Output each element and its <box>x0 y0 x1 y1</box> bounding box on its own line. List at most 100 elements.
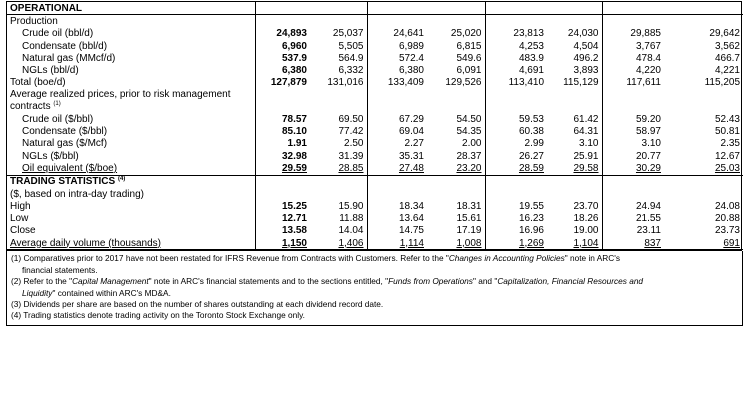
value-cell: 19.55 <box>518 200 544 212</box>
value-cell: 19.00 <box>547 224 603 238</box>
table-row: Natural gas ($/Mcf) 1.91 2.50 2.27 2.00 2.99 3… <box>7 137 743 150</box>
footnote-2: (2) Refer to the "Capital Management" no… <box>11 276 644 287</box>
table-row: Average realized prices, prior to risk m… <box>7 89 743 114</box>
row-label: High <box>7 200 256 213</box>
value-cell: 131,016 <box>310 76 368 90</box>
production-heading: Production <box>7 14 256 28</box>
value-cell: 24,030 <box>547 27 603 40</box>
value-cell <box>310 174 368 188</box>
value-cell: 1,150 <box>255 237 310 251</box>
value-cell <box>664 174 743 188</box>
value-cell: 113,410 <box>508 77 544 89</box>
value-cell: 25.91 <box>547 149 603 163</box>
value-cell: 6,332 <box>310 64 368 77</box>
value-cell <box>255 188 310 200</box>
row-label: Natural gas (MMcf/d) <box>7 52 256 65</box>
value-cell: 23.11 <box>636 225 661 237</box>
value-cell <box>602 89 664 113</box>
value-cell <box>427 187 486 201</box>
value-cell: 478.4 <box>635 52 661 64</box>
production-subheading-row: Production <box>7 14 743 28</box>
value-cell: 537.9 <box>281 52 307 64</box>
value-cell: 14.75 <box>398 225 424 237</box>
value-cell: 1,269 <box>485 237 547 251</box>
row-label: NGLs (bbl/d) <box>7 64 256 77</box>
value-cell: 3,767 <box>635 40 661 52</box>
value-cell: 30.29 <box>635 162 661 174</box>
value-cell: 54.35 <box>427 125 486 138</box>
value-cell <box>255 89 310 113</box>
footnotes: (1) Comparatives prior to 2017 have not … <box>6 251 743 326</box>
row-label: NGLs ($/bbl) <box>7 149 256 163</box>
value-cell: 6,380 <box>398 65 424 77</box>
value-cell <box>485 174 547 188</box>
value-cell: 6,380 <box>281 65 307 77</box>
value-cell: 29,642 <box>709 28 740 40</box>
value-cell: 29.58 <box>547 162 603 176</box>
value-cell: 496.2 <box>547 52 603 65</box>
value-cell: 32.98 <box>281 150 307 162</box>
value-cell: 11.88 <box>310 212 368 225</box>
value-cell: 1.91 <box>287 138 307 150</box>
table-body: OPERATIONAL Production Crude oil (bbl/d)… <box>7 2 743 251</box>
footnote-1-continued: financial statements. <box>22 264 98 275</box>
footnote-3: (3) Dividends per share are based on the… <box>11 298 384 309</box>
value-cell: 3.10 <box>547 137 603 150</box>
table-row: Condensate (bbl/d) 6,960 5,505 6,989 6,815 4,… <box>7 39 743 53</box>
value-cell: 78.57 <box>281 113 307 125</box>
value-cell: 837 <box>602 237 664 251</box>
value-cell: 2.50 <box>310 137 368 150</box>
value-cell: 13.64 <box>398 213 424 225</box>
value-cell: 12.67 <box>714 150 740 162</box>
value-cell: 115,205 <box>704 77 740 89</box>
value-cell: 77.42 <box>310 125 368 138</box>
value-cell: 18.34 <box>398 200 424 212</box>
value-cell: 564.9 <box>310 52 368 65</box>
table-row: Crude oil ($/bbl) 78.57 69.50 67.29 54.50 59.… <box>7 113 743 126</box>
value-cell: 4,691 <box>518 65 544 77</box>
value-cell <box>664 89 743 113</box>
value-cell <box>602 174 664 188</box>
value-cell: 64.31 <box>547 125 603 138</box>
value-cell: 12.71 <box>281 213 307 225</box>
data-table-frame: OPERATIONAL Production Crude oil (bbl/d)… <box>6 1 743 252</box>
row-label: Low <box>7 212 256 225</box>
value-cell: 2.00 <box>427 137 486 150</box>
value-cell: 31.39 <box>310 149 368 163</box>
row-label: Condensate ($/bbl) <box>7 125 256 138</box>
value-cell <box>602 188 664 200</box>
value-cell: 60.38 <box>518 126 544 138</box>
value-cell: 6,989 <box>398 40 424 52</box>
table-row: Condensate ($/bbl) 85.10 77.42 69.04 54.35 60… <box>7 125 743 138</box>
value-cell <box>310 89 368 114</box>
value-cell: 35.31 <box>398 150 424 162</box>
value-cell: 21.55 <box>635 213 661 225</box>
operational-heading: OPERATIONAL <box>7 2 256 16</box>
value-cell: 24.08 <box>714 200 740 212</box>
value-cell: 29.59 <box>281 162 307 174</box>
value-cell: 117,611 <box>626 77 661 89</box>
value-cell: 61.42 <box>547 113 603 126</box>
value-cell: 13.58 <box>281 225 307 237</box>
table-row: Natural gas (MMcf/d) 537.9 564.9 572.4 549.6… <box>7 52 743 65</box>
financial-table-sheet: OPERATIONAL Production Crude oil (bbl/d)… <box>6 1 743 326</box>
row-label: Average realized prices, prior to risk m… <box>7 89 256 114</box>
value-cell: 28.37 <box>427 149 486 163</box>
value-cell: 16.96 <box>518 225 544 237</box>
row-label: Oil equivalent ($/boe) <box>7 162 256 176</box>
row-label: ($, based on intra-day trading) <box>7 187 256 201</box>
value-cell: 69.04 <box>398 126 424 138</box>
value-cell: 24,641 <box>393 28 424 40</box>
value-cell: 29,885 <box>630 28 661 40</box>
table-row: NGLs ($/bbl) 32.98 31.39 35.31 28.37 26.27 25.… <box>7 149 743 163</box>
value-cell: 127,879 <box>270 77 307 89</box>
value-cell: 1,008 <box>427 237 486 251</box>
value-cell <box>427 174 486 188</box>
value-cell: 549.6 <box>427 52 486 65</box>
value-cell: 572.4 <box>398 52 424 64</box>
value-cell: 25,020 <box>427 27 486 40</box>
value-cell: 24.94 <box>635 200 661 212</box>
value-cell: 20.77 <box>635 150 661 162</box>
value-cell: 23.20 <box>427 162 486 176</box>
value-cell: 59.53 <box>518 113 544 125</box>
